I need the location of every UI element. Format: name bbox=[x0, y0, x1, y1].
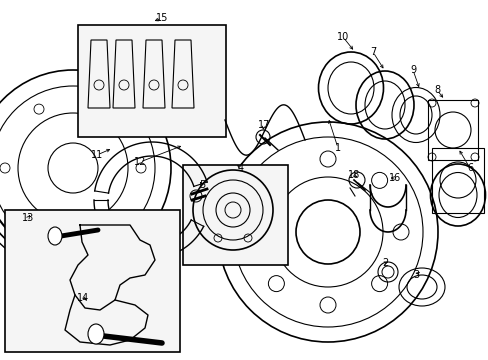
Text: 14: 14 bbox=[77, 293, 89, 303]
Bar bbox=[183, 165, 287, 265]
Text: 18: 18 bbox=[347, 170, 359, 180]
Text: 6: 6 bbox=[466, 163, 472, 173]
Text: 1: 1 bbox=[334, 143, 340, 153]
Text: 9: 9 bbox=[409, 65, 415, 75]
Ellipse shape bbox=[48, 227, 62, 245]
Text: 3: 3 bbox=[412, 270, 418, 280]
Text: 5: 5 bbox=[199, 180, 204, 190]
Bar bbox=[78, 25, 225, 137]
Text: 17: 17 bbox=[257, 120, 270, 130]
Ellipse shape bbox=[88, 324, 104, 344]
Text: 4: 4 bbox=[238, 163, 244, 173]
Bar bbox=[431, 148, 483, 213]
Text: 16: 16 bbox=[388, 173, 400, 183]
Text: 13: 13 bbox=[22, 213, 34, 223]
Text: 10: 10 bbox=[336, 32, 348, 42]
Bar bbox=[38, 251, 83, 269]
Text: 7: 7 bbox=[369, 47, 375, 57]
Text: 8: 8 bbox=[433, 85, 439, 95]
Text: 11: 11 bbox=[91, 150, 103, 160]
Bar bbox=[38, 221, 83, 239]
Bar bbox=[5, 210, 180, 352]
Bar bbox=[427, 100, 477, 160]
Text: 15: 15 bbox=[156, 13, 168, 23]
Text: 12: 12 bbox=[134, 157, 146, 167]
Text: 2: 2 bbox=[381, 258, 387, 268]
